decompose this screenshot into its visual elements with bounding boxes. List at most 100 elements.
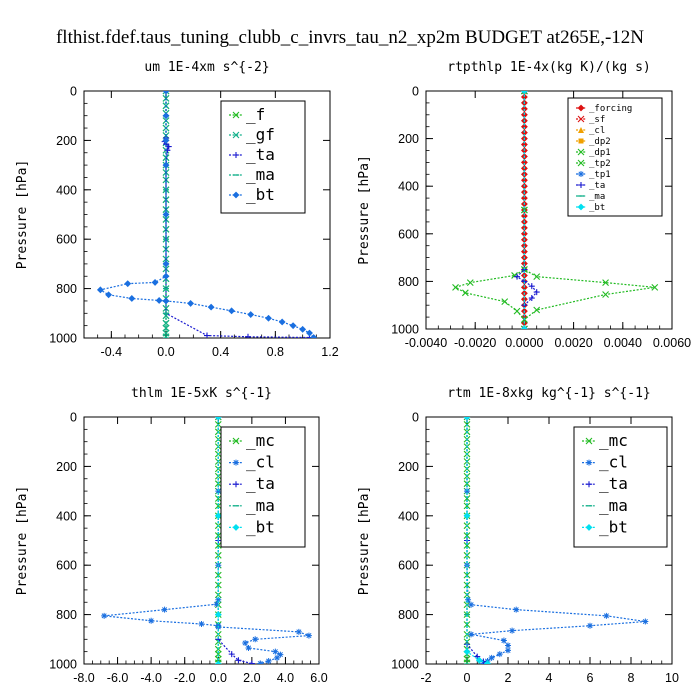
data-point-bt [96,286,104,294]
y-tick-label: 1000 [49,658,77,672]
data-point-mc [214,650,222,658]
legend-label: _bt [246,185,275,204]
data-point-cl [468,631,475,638]
data-point-dp1 [602,279,609,286]
x-tick-label: 0.0040 [604,336,642,350]
legend: _forcing_sf_cl_dp2_dp1_tp2_tp1_ta_ma_bt [567,97,663,217]
data-point-cl [295,628,302,635]
legend-label: _ma [599,496,628,515]
x-tick-label: -2 [420,671,431,685]
data-point-bt [214,512,222,520]
data-point-ta [204,332,210,338]
y-tick-label: 400 [56,183,77,197]
data-point-bt [265,314,272,322]
legend-marker [578,171,584,177]
legend-marker [233,459,239,466]
x-tick-label: 0 [464,671,471,685]
data-point-cl [305,632,312,639]
legend-marker [233,152,239,158]
data-point-cl [198,620,205,627]
data-point-bt [162,91,170,95]
legend-marker [578,182,584,188]
x-tick-label: -6.0 [107,671,129,685]
data-point-cl [513,606,520,613]
legend-label: _tp1 [589,170,611,180]
data-point-bt [151,279,159,286]
data-point-bt [155,297,163,304]
data-point-bt [247,311,255,318]
data-point-cl [468,601,475,608]
panel-title: rtpthlp 1E-4x(kg K)/(kg s) [447,60,651,75]
data-point-mc [214,495,222,502]
data-point-mc [214,571,222,579]
data-point-cl [587,622,593,629]
data-point-bt [187,299,195,307]
legend-label: _bt [589,203,605,213]
data-point-bt [162,112,170,120]
data-point-cl [603,612,610,619]
legend-marker [232,523,240,531]
data-point-cl [272,648,279,655]
data-point-bt [162,211,170,218]
data-point-ta [165,143,172,150]
data-point-cl [215,596,222,603]
data-point-dp1 [533,306,541,314]
panel-4: rtm 1E-8xkg kg^{-1} s^{-1} Pressure [hPa]… [357,386,679,685]
y-tick-label: 800 [398,275,419,289]
y-axis-label: Pressure [hPa] [15,160,30,270]
y-tick-label: 600 [56,559,77,573]
x-tick-label: 0.0060 [653,336,691,350]
data-point-cl [277,651,284,658]
data-point-bt [306,329,313,337]
data-point-cl [464,488,470,495]
data-point-dp1 [651,283,659,291]
data-point-cl [213,601,220,608]
data-point-cl [505,642,511,649]
data-point-gf [162,324,170,332]
y-tick-label: 0 [412,85,419,99]
legend-label: _tp2 [589,159,611,169]
y-tick-label: 0 [412,411,419,425]
data-point-cl [252,636,259,643]
data-point-mc [463,495,471,502]
data-point-cl [265,658,272,664]
data-point-cl [161,606,168,613]
data-point-ta [528,283,535,290]
x-tick-label: 2 [505,671,512,685]
data-point-bt [463,512,471,520]
y-tick-label: 1000 [49,332,77,346]
data-point-ta [514,273,521,280]
panel-1: um 1E-4xm s^{-2} Pressure [hPa] 0 200 400 600… [15,60,339,359]
data-point-mc [463,532,471,539]
data-point-cl [496,651,503,658]
data-point-bt [214,417,222,421]
data-point-bt [278,318,286,326]
data-point-cl [500,637,507,644]
legend-label: _ma [589,192,605,202]
data-point-bt [214,660,222,664]
data-point-bt [162,136,170,144]
data-point-dp1 [533,273,541,281]
y-axis-label: Pressure [hPa] [357,486,372,596]
x-tick-label: -4.0 [140,671,162,685]
panel-3: thlm 1E-5xK s^{-1} Pressure [hPa] 0 200 400 6… [15,386,328,685]
x-tick-label: 10 [665,671,679,685]
legend-marker [232,437,240,445]
legend-label: _ma [246,165,275,184]
data-point-tp2 [501,298,509,306]
x-tick-label: -2.0 [174,671,196,685]
data-point-bt [475,656,483,664]
y-tick-label: 1000 [391,323,419,337]
series-line-bt [466,417,488,664]
y-tick-label: 0 [70,85,77,99]
data-point-bt [162,161,170,169]
x-tick-label: 8 [628,671,635,685]
data-point-dp1 [602,291,609,298]
data-point-bt [289,322,297,330]
y-tick-label: 200 [56,134,77,148]
data-point-mc [463,502,471,510]
y-tick-label: 800 [56,608,77,622]
data-point-mc [463,621,471,628]
y-tick-label: 200 [398,460,419,474]
y-tick-label: 200 [56,460,77,474]
